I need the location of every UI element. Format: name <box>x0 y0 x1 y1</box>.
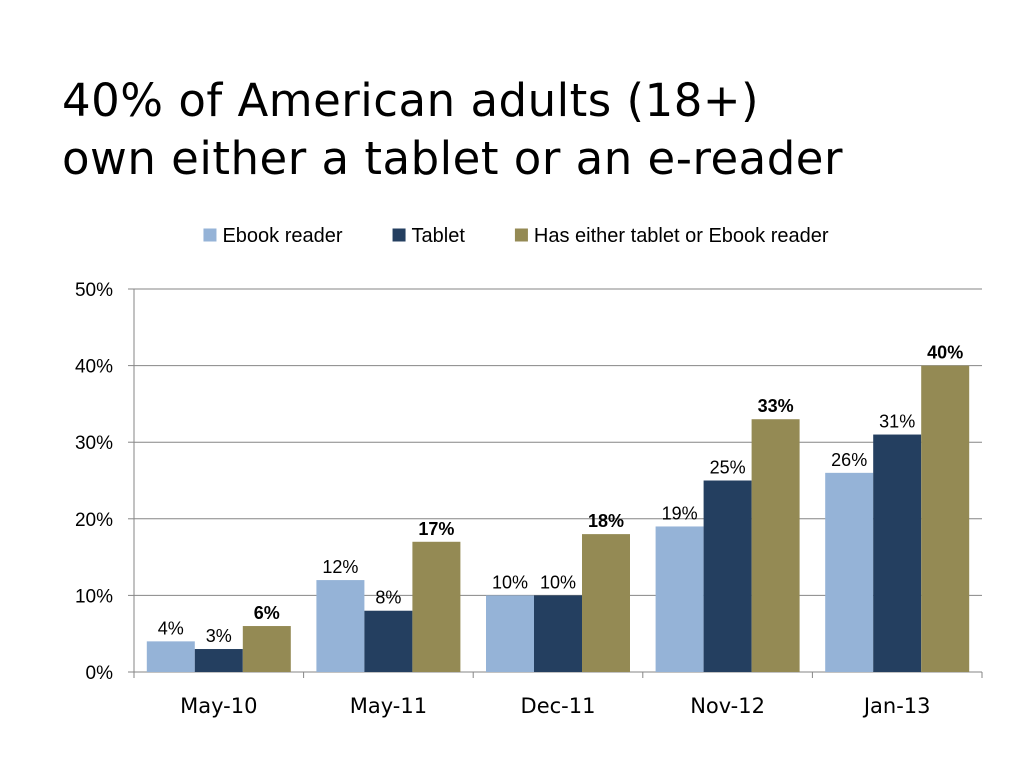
y-tick-label: 40% <box>75 357 113 378</box>
legend-swatch-ebook-reader <box>203 228 217 242</box>
legend-label-tablet: Tablet <box>412 225 466 247</box>
bar-ebook-reader-dec-11 <box>486 595 534 672</box>
x-tick-label: Nov-12 <box>690 694 765 718</box>
data-label: 17% <box>418 519 454 539</box>
slide-title-line-2: own either a tablet or an e-reader <box>62 132 843 185</box>
data-label: 8% <box>375 588 401 608</box>
chart-bars <box>146 365 970 672</box>
data-label: 26% <box>831 450 867 470</box>
x-tick-label: Jan-13 <box>862 694 931 718</box>
x-tick-label: Dec-11 <box>521 694 596 718</box>
y-tick-label: 0% <box>86 663 114 684</box>
data-label: 12% <box>322 557 358 577</box>
bar-tablet-jan-13 <box>873 434 922 672</box>
legend-swatch-tablet <box>392 228 406 242</box>
x-tick-label: May-10 <box>180 694 257 718</box>
chart-data-labels: 4% 3% 6% 12% 8% 17% 10% 10% 18% 19% 25% 33% 26% 31% 40… <box>158 343 963 646</box>
legend-swatch-has-either-tablet-or-ebook-reader <box>514 228 528 242</box>
legend-label-ebook-reader: Ebook reader <box>222 225 342 247</box>
data-label: 40% <box>927 343 963 363</box>
data-label: 4% <box>158 618 184 638</box>
bar-has-either-tablet-or-ebook-reader-nov-12 <box>751 419 800 672</box>
data-label: 3% <box>206 626 232 646</box>
chart-legend: Ebook reader Tablet Has either tablet or E… <box>203 225 829 247</box>
bar-tablet-dec-11 <box>534 595 582 672</box>
data-label: 10% <box>540 572 576 592</box>
bar-has-either-tablet-or-ebook-reader-jan-13 <box>921 365 970 672</box>
y-tick-label: 50% <box>75 280 113 301</box>
bar-tablet-may-11 <box>364 610 413 672</box>
y-tick-label: 10% <box>75 586 113 607</box>
y-tick-label: 20% <box>75 510 113 531</box>
bar-ebook-reader-may-11 <box>316 580 365 672</box>
slide-title-line-1: 40% of American adults (18+) <box>62 74 760 127</box>
bar-ebook-reader-nov-12 <box>655 526 704 672</box>
bar-ebook-reader-may-10 <box>146 641 195 672</box>
x-axis-ticks: May-10 May-11 Dec-11 Nov-12 Jan-13 <box>180 694 930 718</box>
data-label: 19% <box>662 503 698 523</box>
bar-has-either-tablet-or-ebook-reader-dec-11 <box>582 534 630 672</box>
legend-label-has-either-tablet-or-ebook-reader: Has either tablet or Ebook reader <box>534 225 829 247</box>
slide-title: 40% of American adults (18+) own either … <box>62 72 1002 188</box>
data-label: 10% <box>492 572 528 592</box>
data-label: 33% <box>758 396 794 416</box>
bar-has-either-tablet-or-ebook-reader-may-11 <box>412 541 461 672</box>
data-label: 25% <box>710 458 746 478</box>
y-axis-ticks: 0% 10% 20% 30% 40% 50% <box>75 280 113 684</box>
bar-tablet-nov-12 <box>703 480 752 672</box>
x-tick-label: May-11 <box>350 694 427 718</box>
bar-has-either-tablet-or-ebook-reader-may-10 <box>242 626 291 672</box>
data-label: 6% <box>254 603 280 623</box>
data-label: 18% <box>588 511 624 531</box>
bar-ebook-reader-jan-13 <box>825 472 874 672</box>
data-label: 31% <box>879 412 915 432</box>
y-tick-label: 30% <box>75 433 113 454</box>
bar-tablet-may-10 <box>194 649 243 672</box>
